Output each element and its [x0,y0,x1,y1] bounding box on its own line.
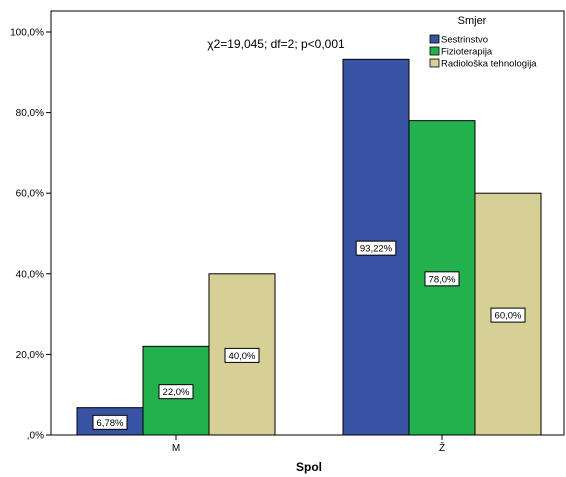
x-tick-label: M [172,443,180,454]
data-label-box [158,384,194,400]
y-tick-label: 20,0% [16,350,44,361]
legend-swatch [429,58,440,68]
data-label-box [490,307,526,323]
data-label: 78,0% [429,274,456,285]
legend: Smjer SestrinstvoFizioterapijaRadiološka… [429,15,537,70]
data-label-box [424,271,460,287]
data-label: 60,0% [495,311,522,322]
legend-swatch [429,46,440,56]
data-labels: 6,78% 22,0% 40,0% 93,22% 78,0% 60,0% [92,240,526,430]
data-label: 93,22% [360,244,393,255]
x-axis-title: Spol [296,460,322,474]
data-label-box [92,414,128,430]
x-tick-label: Ž [439,441,445,454]
data-label: 6,78% [97,418,124,429]
data-label: 22,0% [163,387,190,398]
y-tick-label: 60,0% [16,189,44,200]
y-tick-label: 80,0% [16,108,44,119]
legend-label: Fizioterapija [441,47,493,58]
y-tick-label: 40,0% [16,269,44,280]
data-label: 40,0% [229,351,256,362]
data-label-box [224,347,260,363]
legend-title: Smjer [458,15,487,27]
bars [76,58,542,436]
legend-swatch [429,34,440,44]
chi-square-annotation: χ2=19,045; df=2; p<0,001 [207,37,345,51]
legend-label: Sestrinstvo [441,35,488,46]
legend-label: Radiološka tehnologija [441,59,537,70]
y-tick-label: ,0% [27,431,44,442]
y-tick-label: 100,0% [10,28,44,39]
y-axis: ,0% 20,0% 40,0% 60,0% 80,0% 100,0% [10,28,51,442]
data-label-box [355,240,397,256]
